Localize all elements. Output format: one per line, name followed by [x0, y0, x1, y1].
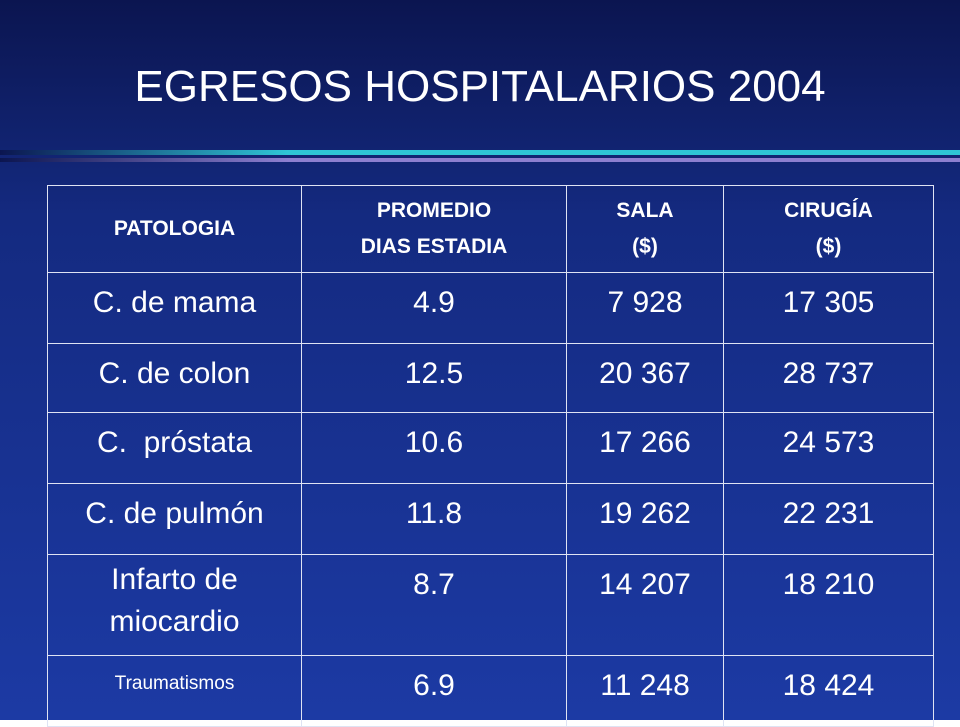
data-table: PATOLOGIA PROMEDIO DIAS ESTADIA SALA ($) CIRU…: [47, 185, 934, 727]
header-cell: PATOLOGIA: [47, 185, 302, 273]
header-line: ($): [815, 235, 842, 258]
table-cell: 17 266: [566, 412, 724, 484]
table-row: C. de colon 12.5 20 367 28 737: [47, 343, 934, 413]
table-cell: 22 231: [723, 483, 934, 555]
table-cell: C. de mama: [47, 272, 302, 344]
table-cell: 12.5: [301, 343, 567, 413]
header-line: PATOLOGIA: [113, 217, 236, 240]
table-cell: C. de pulmón: [47, 483, 302, 555]
table-cell: 8.7: [301, 554, 567, 656]
table-cell: Infarto de miocardio: [47, 554, 302, 656]
slide-title: EGRESOS HOSPITALARIOS 2004: [134, 62, 826, 111]
table-row: C. de pulmón 11.8 19 262 22 231: [47, 483, 934, 555]
table-cell: 28 737: [723, 343, 934, 413]
table-cell: 6.9: [301, 655, 567, 727]
table-cell: 14 207: [566, 554, 724, 656]
header-line: SALA: [616, 199, 674, 222]
header-line: PROMEDIO: [376, 199, 492, 222]
table-cell: 17 305: [723, 272, 934, 344]
table-cell: Traumatismos: [47, 655, 302, 727]
header-line: DIAS ESTADIA: [360, 235, 508, 258]
table-row: Traumatismos 6.9 11 248 18 424: [47, 655, 934, 727]
divider: [0, 158, 960, 162]
header-cell: CIRUGÍA ($): [723, 185, 934, 273]
table-cell: 18 210: [723, 554, 934, 656]
table-cell: C. próstata: [47, 412, 302, 484]
header-line: ($): [632, 235, 658, 258]
header-line: CIRUGÍA: [784, 199, 873, 222]
header-cell: SALA ($): [566, 185, 724, 273]
table-cell: C. de colon: [47, 343, 302, 413]
table-row: C. de mama 4.9 7 928 17 305: [47, 272, 934, 344]
table-cell: 24 573: [723, 412, 934, 484]
table-cell: 11 248: [566, 655, 724, 727]
table-cell: 20 367: [566, 343, 724, 413]
divider: [0, 150, 960, 155]
table-row: C. próstata 10.6 17 266 24 573: [47, 412, 934, 484]
table-cell: 10.6: [301, 412, 567, 484]
table-cell: 7 928: [566, 272, 724, 344]
header-cell: PROMEDIO DIAS ESTADIA: [301, 185, 567, 273]
table-cell: 4.9: [301, 272, 567, 344]
table-cell: 11.8: [301, 483, 567, 555]
header-row: PATOLOGIA PROMEDIO DIAS ESTADIA SALA ($) CIRU…: [47, 185, 934, 273]
table-cell: 18 424: [723, 655, 934, 727]
table-row: Infarto de miocardio 8.7 14 207 18 210: [47, 554, 934, 656]
table-cell: 19 262: [566, 483, 724, 555]
